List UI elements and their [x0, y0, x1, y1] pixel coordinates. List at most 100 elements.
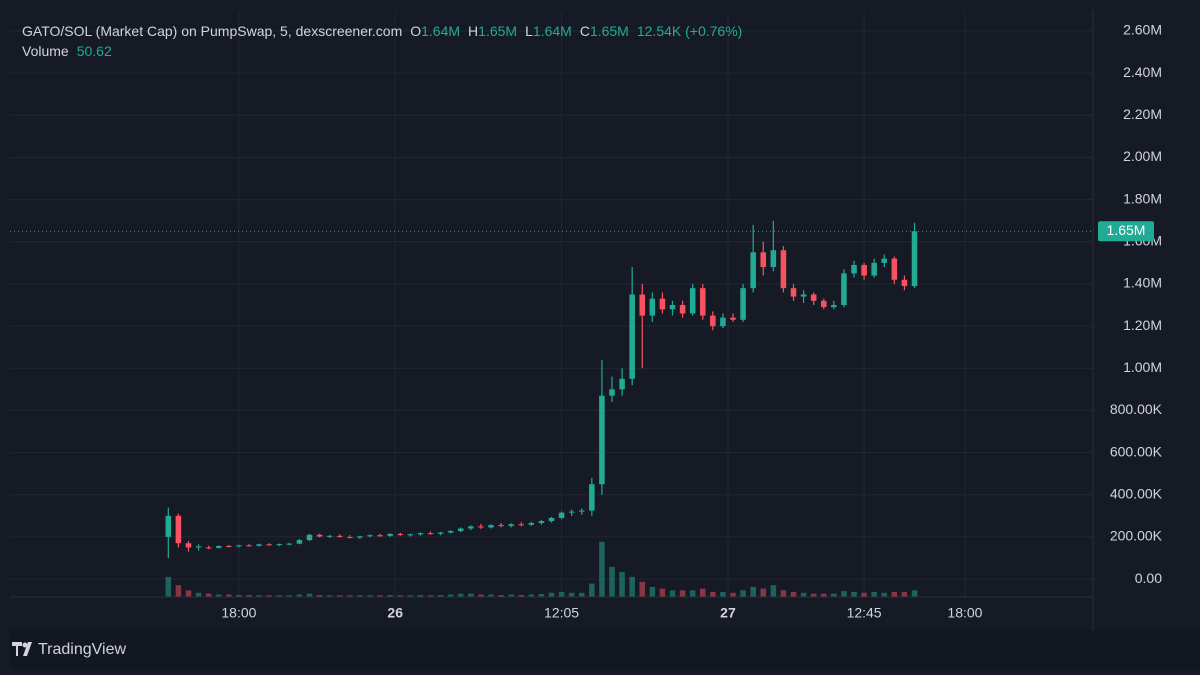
volume-bar — [377, 595, 383, 597]
candle-body — [568, 511, 575, 513]
volume-bar — [256, 595, 262, 597]
volume-bar — [498, 594, 504, 597]
candle-body — [699, 288, 706, 316]
candle-body — [669, 305, 676, 310]
candle-body — [780, 250, 787, 289]
candle-body — [639, 294, 646, 316]
volume-bar — [669, 590, 676, 597]
candle-body — [891, 258, 898, 280]
ohlc-name: H — [468, 23, 478, 39]
volume-value: 50.62 — [77, 43, 112, 59]
candle-body — [276, 544, 283, 546]
candle-body — [831, 305, 837, 308]
candle-body — [770, 250, 777, 268]
volume-bar — [871, 591, 877, 597]
x-tick-label: 26 — [387, 605, 403, 621]
volume-bar — [689, 590, 696, 597]
candle-body — [861, 264, 867, 276]
candle-body — [417, 533, 424, 535]
volume-bar — [185, 590, 192, 597]
y-tick-label: 1.20M — [1123, 317, 1162, 333]
volume-bar — [488, 594, 494, 597]
candle-body — [720, 317, 726, 327]
candle-body — [185, 543, 192, 548]
volume-bar — [457, 593, 464, 597]
volume-bar — [367, 595, 373, 597]
y-tick-label: 2.60M — [1123, 22, 1162, 38]
last-price-label: 1.65M — [1107, 222, 1146, 238]
volume-bar — [528, 594, 535, 597]
header: GATO/SOL (Market Cap) on PumpSwap, 5, de… — [22, 23, 742, 39]
candle-body — [236, 545, 242, 547]
volume-bar — [841, 591, 847, 597]
volume-bar — [629, 576, 635, 597]
candle-body — [710, 315, 716, 327]
last-price-box — [1098, 221, 1154, 242]
volume-bar — [548, 592, 555, 597]
volume-bar — [558, 591, 565, 597]
volume-bar — [770, 585, 777, 597]
x-tick-label: 12:05 — [544, 605, 579, 621]
brand: TradingView — [38, 641, 126, 658]
candle-body — [659, 298, 666, 310]
volume-bar — [397, 595, 404, 597]
candle-body — [689, 288, 696, 314]
candle-body — [508, 524, 514, 526]
volume-bar — [810, 593, 817, 597]
volume-bar — [427, 595, 434, 597]
volume-bar — [750, 586, 756, 597]
volume-bar — [316, 594, 323, 597]
candle-body — [589, 484, 595, 511]
volume-bar — [226, 594, 232, 597]
candle-body — [518, 524, 525, 526]
volume-bar — [468, 593, 474, 597]
volume-bar — [447, 594, 454, 597]
candle-body — [175, 515, 182, 544]
candle-body — [286, 543, 293, 545]
candle-body — [387, 533, 393, 536]
candle-body — [215, 545, 222, 548]
change: 12.54K (+0.76%) — [637, 23, 742, 39]
x-tick-label: 27 — [720, 605, 736, 621]
volume-bar — [639, 581, 646, 597]
candle-body — [316, 534, 323, 537]
volume-bar — [609, 566, 615, 597]
ohlc-value: 1.64M — [421, 23, 460, 39]
candle-body — [205, 547, 212, 549]
volume-bar — [215, 594, 222, 597]
candle-body — [407, 534, 414, 536]
volume-bar — [730, 592, 736, 597]
volume-bar — [437, 594, 444, 597]
volume-bar — [236, 594, 242, 597]
volume-bar — [387, 594, 393, 597]
volume-bar — [276, 595, 283, 597]
candle-body — [347, 536, 353, 538]
title: GATO/SOL (Market Cap) on PumpSwap, 5, de… — [22, 23, 402, 39]
candle-body — [306, 534, 313, 541]
volume-bar — [699, 588, 706, 597]
candle-body — [609, 389, 615, 396]
x-tick-label: 18:00 — [947, 605, 982, 621]
volume-bar — [831, 593, 837, 597]
candle-body — [649, 298, 656, 316]
y-tick-label: 2.40M — [1123, 64, 1162, 80]
candle-body — [851, 264, 857, 274]
candle-body — [538, 521, 545, 524]
volume-bar — [911, 590, 918, 597]
brand-logo — [12, 642, 32, 656]
y-tick-label: 2.20M — [1123, 106, 1162, 122]
ohlc-value: 1.65M — [590, 23, 629, 39]
candle-body — [790, 288, 797, 297]
candle-body — [619, 378, 625, 390]
volume-bar — [165, 576, 172, 597]
y-tick-label: 2.00M — [1123, 148, 1162, 164]
candle-body — [478, 526, 484, 528]
volume-bar — [175, 585, 182, 597]
volume-bar — [861, 592, 867, 597]
candle-body — [679, 305, 686, 314]
footer-bar — [10, 630, 1200, 670]
candle-body — [326, 535, 333, 537]
volume-bar — [619, 571, 625, 597]
candle-body — [629, 294, 635, 379]
ohlc-name: L — [525, 23, 533, 39]
